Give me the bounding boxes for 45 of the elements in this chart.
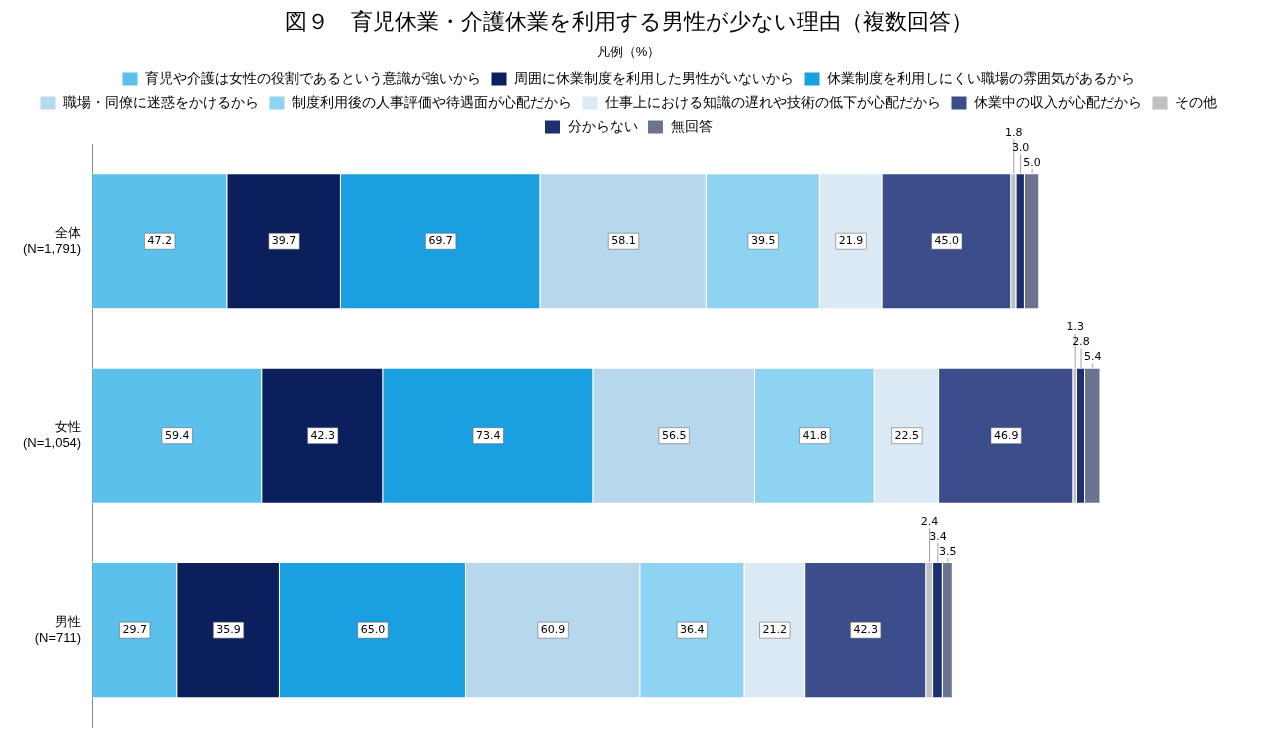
legend-label: 無回答 (670, 117, 713, 134)
data-label: 73.4 (476, 428, 501, 442)
data-label: 3.5 (939, 544, 957, 558)
legend-title: 凡例（%） (596, 44, 661, 60)
data-label: 1.8 (1005, 126, 1023, 140)
data-label: 47.2 (147, 234, 172, 248)
data-label: 39.5 (750, 234, 776, 248)
data-label: 42.3 (310, 428, 335, 442)
data-label: 69.7 (428, 234, 453, 248)
data-label: 46.9 (993, 428, 1019, 442)
data-label: 5.4 (1084, 350, 1102, 364)
data-label: 35.9 (216, 623, 241, 637)
legend-label: 育児や介護は女性の役割であるという意識が強いから (145, 69, 481, 86)
data-label: 29.7 (122, 623, 147, 637)
legend-label: 休業中の収入が心配だから (974, 93, 1142, 110)
data-label: 2.8 (1072, 335, 1090, 349)
y-tick-label: 全体 (N=1,791) (23, 225, 82, 256)
legend-label: 分からない (567, 117, 638, 134)
legend-label: 職場・同僚に迷惑をかけるから (63, 93, 259, 110)
data-label: 42.3 (853, 623, 878, 637)
data-label: 3.0 (1011, 141, 1030, 155)
data-label: 36.4 (680, 623, 705, 637)
y-tick-label: 男性 (N=711) (34, 613, 82, 645)
data-label: 45.0 (934, 234, 960, 248)
data-label: 65.0 (360, 623, 386, 637)
data-label: 39.7 (271, 234, 297, 248)
chart-title: 図９ 育児休業・介護休業を利用する男性が少ない理由（複数回答） (284, 9, 973, 35)
data-label: 21.2 (762, 623, 788, 637)
data-label: 5.0 (1023, 156, 1041, 170)
data-label: 41.8 (802, 428, 828, 442)
data-label: 1.3 (1066, 320, 1084, 334)
data-label: 59.4 (164, 428, 190, 442)
data-label: 21.9 (838, 234, 864, 248)
legend-label: 仕事上における知識の遅れや技術の低下が心配だから (604, 93, 941, 110)
y-tick-label: 女性 (N=1,054) (23, 419, 82, 451)
data-label: 3.4 (929, 529, 947, 543)
legend-label: その他 (1175, 93, 1217, 110)
data-label: 58.1 (611, 234, 636, 248)
legend-label: 制度利用後の人事評価や待遇面が心配だから (292, 93, 572, 110)
data-label: 22.5 (894, 428, 920, 442)
legend-label: 周囲に休業制度を利用した男性がいないから (514, 69, 794, 86)
data-label: 56.5 (661, 428, 687, 442)
data-label: 60.9 (540, 623, 566, 637)
legend-label: 休業制度を利用しにくい職場の雰囲気があるから (827, 69, 1135, 86)
data-label: 2.4 (920, 514, 939, 528)
